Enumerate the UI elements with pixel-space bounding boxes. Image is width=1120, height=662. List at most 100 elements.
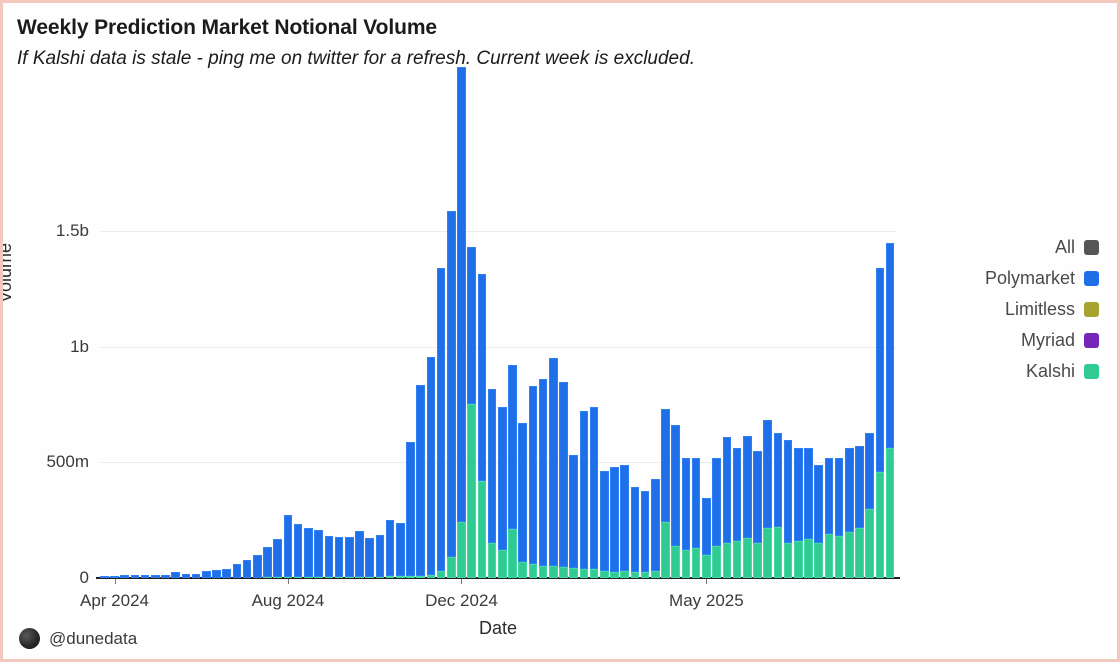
bar-segment-polymarket[interactable] [140,575,150,578]
bar-segment-kalshi[interactable] [681,550,691,578]
bar-segment-kalshi[interactable] [640,572,650,578]
bar-segment-polymarket[interactable] [110,575,119,578]
bar-segment-polymarket[interactable] [395,522,405,577]
bar-segment-kalshi[interactable] [875,471,885,578]
bar-column[interactable] [702,497,711,578]
bar-segment-polymarket[interactable] [467,247,476,405]
bar-segment-kalshi[interactable] [691,548,701,578]
bar-segment-kalshi[interactable] [426,575,436,578]
bar-segment-polymarket[interactable] [538,379,548,567]
bar-column[interactable] [763,419,772,578]
bar-segment-kalshi[interactable] [834,536,844,578]
bar-column[interactable] [355,530,364,578]
bar-segment-polymarket[interactable] [100,575,109,578]
bar-segment-kalshi[interactable] [793,541,803,578]
bar-column[interactable] [314,529,323,578]
bar-column[interactable] [375,534,385,578]
bar-segment-kalshi[interactable] [763,528,772,578]
bar-column[interactable] [865,433,874,578]
bar-segment-polymarket[interactable] [610,467,619,572]
legend-item-all[interactable]: All [939,236,1099,258]
bar-column[interactable] [253,555,262,578]
bar-segment-kalshi[interactable] [385,576,395,578]
bar-segment-polymarket[interactable] [793,448,803,541]
bar-segment-kalshi[interactable] [457,522,466,578]
bar-segment-kalshi[interactable] [732,541,742,578]
bar-segment-polymarket[interactable] [620,464,630,572]
bar-segment-polymarket[interactable] [344,537,354,577]
bar-column[interactable] [498,406,507,578]
bar-column[interactable] [732,448,742,578]
bar-segment-polymarket[interactable] [579,411,589,569]
bar-column[interactable] [579,411,589,578]
bar-segment-polymarket[interactable] [783,439,793,544]
bar-column[interactable] [344,537,354,578]
bar-segment-kalshi[interactable] [651,571,660,578]
bar-segment-polymarket[interactable] [702,497,711,556]
bar-column[interactable] [834,457,844,578]
bar-segment-polymarket[interactable] [589,407,599,570]
bar-segment-kalshi[interactable] [528,564,538,578]
bar-segment-polymarket[interactable] [487,388,497,544]
bar-segment-polymarket[interactable] [671,425,681,546]
bar-segment-kalshi[interactable] [671,545,681,578]
bar-segment-kalshi[interactable] [406,576,415,578]
bar-column[interactable] [385,519,395,578]
bar-column[interactable] [661,409,670,578]
bar-segment-polymarket[interactable] [681,457,691,551]
bar-segment-polymarket[interactable] [120,575,129,578]
bar-column[interactable] [875,268,885,578]
bar-column[interactable] [181,573,191,578]
bar-segment-polymarket[interactable] [661,409,670,523]
bar-segment-kalshi[interactable] [712,545,721,578]
bar-segment-polymarket[interactable] [732,448,742,541]
bar-segment-polymarket[interactable] [436,268,446,572]
bar-segment-polymarket[interactable] [508,364,517,530]
bar-column[interactable] [161,574,170,578]
bar-segment-kalshi[interactable] [773,527,783,578]
bar-column[interactable] [212,570,221,578]
bar-segment-kalshi[interactable] [661,522,670,578]
bar-segment-polymarket[interactable] [202,571,211,578]
bar-segment-polymarket[interactable] [814,464,823,544]
bar-segment-polymarket[interactable] [314,529,323,578]
bar-segment-polymarket[interactable] [283,515,293,578]
bar-segment-polymarket[interactable] [242,560,252,578]
legend-item-limitless[interactable]: Limitless [939,298,1099,320]
bar-column[interactable] [222,569,232,578]
bar-column[interactable] [600,471,609,578]
bar-segment-polymarket[interactable] [191,573,201,578]
bar-segment-polymarket[interactable] [477,273,487,481]
bar-segment-kalshi[interactable] [538,566,548,578]
bar-column[interactable] [406,442,415,578]
bar-column[interactable] [273,539,283,578]
bar-segment-kalshi[interactable] [508,529,517,578]
bar-column[interactable] [630,487,640,578]
bar-column[interactable] [191,573,201,578]
bar-segment-kalshi[interactable] [436,571,446,578]
bar-segment-polymarket[interactable] [844,448,854,532]
bar-column[interactable] [712,457,721,578]
bar-segment-polymarket[interactable] [365,537,374,577]
bar-segment-polymarket[interactable] [222,569,232,578]
bar-column[interactable] [640,491,650,578]
legend-item-kalshi[interactable]: Kalshi [939,360,1099,382]
bar-segment-kalshi[interactable] [885,448,895,578]
bar-segment-polymarket[interactable] [834,457,844,537]
bar-segment-polymarket[interactable] [263,546,272,578]
bar-segment-polymarket[interactable] [855,446,864,529]
bar-column[interactable] [151,574,160,578]
bar-segment-kalshi[interactable] [518,561,527,578]
bar-segment-kalshi[interactable] [487,543,497,578]
bar-column[interactable] [569,454,579,578]
bar-segment-polymarket[interactable] [763,419,772,529]
bar-column[interactable] [528,386,538,578]
bar-column[interactable] [467,247,476,578]
bar-segment-kalshi[interactable] [446,557,456,578]
bar-segment-polymarket[interactable] [171,571,181,578]
bar-column[interactable] [885,242,895,578]
bar-segment-polymarket[interactable] [651,478,660,572]
bar-column[interactable] [844,448,854,578]
bar-segment-polymarket[interactable] [528,386,538,565]
bar-column[interactable] [742,435,752,578]
